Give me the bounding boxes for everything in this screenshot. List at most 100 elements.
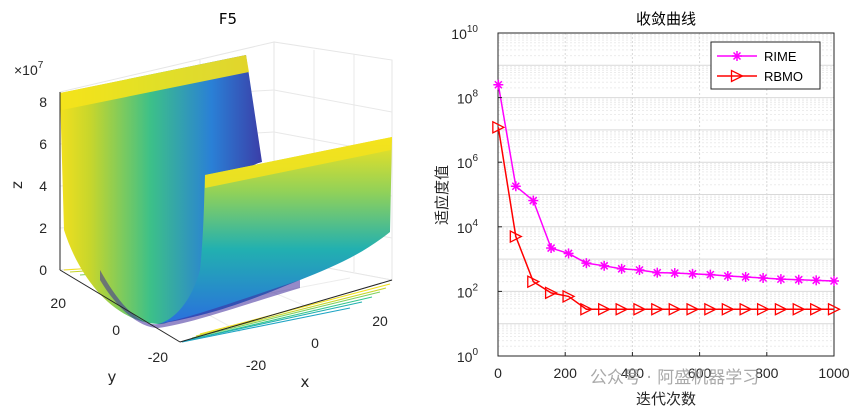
data-point bbox=[739, 302, 753, 316]
marker-triangle bbox=[739, 302, 753, 316]
marker-stroke bbox=[547, 244, 556, 253]
chart-title: 收敛曲线 bbox=[636, 10, 696, 28]
marker-stroke bbox=[794, 275, 803, 284]
surface-title: F5 bbox=[219, 10, 237, 28]
marker-stroke bbox=[511, 182, 520, 191]
data-point bbox=[793, 274, 804, 285]
data-point bbox=[493, 79, 504, 90]
y-axis-label: y bbox=[108, 368, 117, 386]
legend: RIME RBMO bbox=[710, 41, 821, 90]
legend-label-rime: RIME bbox=[764, 49, 797, 64]
data-point bbox=[581, 258, 592, 269]
marker-stroke bbox=[688, 269, 697, 278]
data-point bbox=[774, 302, 788, 316]
z-tick-label: 2 bbox=[39, 220, 47, 236]
data-point bbox=[615, 302, 629, 316]
data-point bbox=[510, 181, 521, 192]
data-point bbox=[527, 275, 541, 289]
y-tick-label: 1010 bbox=[451, 24, 478, 42]
data-point bbox=[528, 195, 539, 206]
data-point bbox=[756, 302, 771, 316]
marker-triangle bbox=[544, 286, 559, 300]
data-point bbox=[669, 268, 680, 279]
marker-triangle bbox=[792, 302, 806, 316]
series-rime bbox=[493, 79, 839, 286]
data-point bbox=[758, 272, 769, 283]
data-point bbox=[722, 270, 733, 281]
surface-rim bbox=[60, 55, 249, 110]
marker-triangle bbox=[651, 302, 665, 316]
marker-triangle bbox=[721, 302, 735, 316]
marker-triangle bbox=[810, 302, 824, 316]
x-axis-line bbox=[179, 279, 393, 343]
marker-triangle bbox=[686, 302, 700, 316]
marker-triangle bbox=[580, 302, 594, 316]
marker-triangle bbox=[527, 275, 541, 289]
x-tick-label: 20 bbox=[372, 313, 388, 329]
data-point bbox=[563, 248, 574, 259]
data-point bbox=[509, 229, 523, 244]
data-point bbox=[546, 243, 557, 254]
data-point bbox=[668, 302, 682, 316]
legend-marker-rime bbox=[732, 51, 742, 61]
y-tick-label: 104 bbox=[457, 218, 479, 236]
marker-stroke bbox=[706, 270, 715, 279]
series-rbmo bbox=[492, 120, 841, 316]
surface-plot-3d: 0 2 4 6 8 ×107 z 20 0 -20 y -20 0 20 x F… bbox=[8, 10, 393, 391]
marker-triangle bbox=[633, 302, 647, 316]
marker-stroke bbox=[635, 265, 644, 275]
data-point bbox=[652, 267, 663, 278]
y-tick-label: 100 bbox=[457, 347, 479, 365]
data-point bbox=[687, 268, 698, 279]
z-tick-label: 4 bbox=[39, 178, 47, 194]
x-axis-label: x bbox=[301, 373, 310, 391]
z-tick-label: 8 bbox=[39, 94, 47, 110]
y-axis-line bbox=[59, 269, 181, 343]
y-tick-label: -20 bbox=[148, 349, 168, 365]
convergence-chart: 0 200 400 600 800 1000 100 102 104 106 108 1010 收敛… bbox=[433, 10, 850, 408]
plot-frame bbox=[497, 32, 835, 357]
data-point bbox=[686, 302, 700, 316]
marker-triangle bbox=[730, 69, 744, 83]
data-point bbox=[544, 286, 559, 300]
watermark: 公众号 · 阿盛机器学习 bbox=[590, 368, 759, 388]
marker-stroke bbox=[617, 264, 626, 273]
data-point bbox=[705, 269, 716, 280]
data-point bbox=[810, 302, 824, 316]
z-axis-label: z bbox=[8, 181, 26, 189]
marker-triangle bbox=[509, 229, 523, 244]
marker-triangle bbox=[562, 289, 576, 303]
marker-stroke bbox=[812, 276, 821, 285]
data-point bbox=[792, 302, 806, 316]
marker-stroke bbox=[564, 249, 573, 258]
y-tick-label: 0 bbox=[112, 322, 120, 338]
data-point bbox=[599, 260, 610, 271]
marker-triangle bbox=[774, 302, 788, 316]
marker-triangle bbox=[668, 302, 682, 316]
data-point bbox=[492, 120, 506, 134]
z-ticks: 0 2 4 6 8 bbox=[39, 94, 47, 278]
marker-triangle bbox=[492, 120, 506, 134]
marker-stroke bbox=[776, 275, 785, 284]
x-tick-label: 400 bbox=[621, 365, 645, 381]
y-tick-label: 102 bbox=[457, 282, 479, 300]
data-point bbox=[827, 302, 841, 316]
data-point bbox=[829, 275, 839, 286]
marker-triangle bbox=[827, 302, 841, 316]
data-point bbox=[634, 264, 645, 275]
data-point bbox=[580, 302, 594, 316]
marker-stroke bbox=[653, 268, 662, 277]
marker-stroke bbox=[759, 273, 768, 283]
data-point bbox=[562, 289, 576, 303]
data-point bbox=[775, 274, 786, 285]
x-tick-label: 600 bbox=[688, 365, 712, 381]
y-tick-label: 106 bbox=[457, 153, 479, 171]
marker-stroke bbox=[529, 196, 538, 205]
x-tick-label: 800 bbox=[755, 365, 779, 381]
x-tick-label: 1000 bbox=[818, 365, 849, 381]
x-ticks: 0 200 400 600 800 1000 bbox=[494, 352, 850, 381]
z-tick-label: 6 bbox=[39, 136, 47, 152]
marker-triangle bbox=[598, 302, 612, 316]
x-tick-label: 200 bbox=[554, 365, 578, 381]
